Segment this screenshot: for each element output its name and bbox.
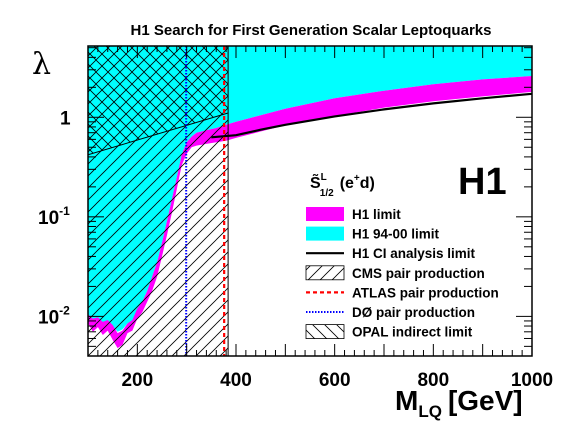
process-symbol: S̃ [310, 172, 321, 192]
legend-swatch [306, 207, 344, 221]
legend-swatch [305, 265, 345, 281]
x-tick-label: 800 [417, 370, 449, 391]
x-tick-label: 1000 [511, 370, 553, 391]
process-label: S̃L 1/2 (e+d) [310, 172, 375, 199]
legend: H1 limit H1 94-00 limit H1 CI analysis lim… [305, 207, 499, 340]
process-reaction: (e [340, 175, 354, 192]
legend-label: CMS pair production [352, 266, 485, 281]
legend-entry: H1 limit [306, 207, 401, 222]
legend-entry: OPAL indirect limit [305, 324, 473, 340]
y-tick-exp: -2 [59, 303, 70, 317]
x-tick-label: 400 [220, 370, 252, 391]
y-tick-label: 1 [60, 108, 71, 129]
y-tick-label: 10-1 [38, 204, 70, 229]
svg-text:MLQ[GeV]: MLQ [GeV] [395, 385, 523, 421]
x-axis-label-unit: [GeV] [448, 385, 523, 416]
legend-label: H1 limit [352, 207, 401, 222]
svg-text:S̃L1/2(e+d): S̃L 1/2 (e+d) [310, 172, 375, 199]
plot-area [88, 46, 532, 356]
legend-entry: H1 94-00 limit [306, 226, 440, 242]
legend-entry: ATLAS pair production [306, 285, 499, 300]
x-tick-label: 200 [121, 370, 153, 391]
process-sub: 1/2 [320, 188, 334, 199]
series-opal-indirect-limit-region [88, 46, 228, 155]
series-opal-indirect-limit-edge [88, 112, 228, 156]
process-reaction-sup: + [354, 173, 360, 184]
legend-label: DØ pair production [352, 305, 475, 320]
process-reaction-end: d) [360, 175, 375, 192]
experiment-badge: H1 [458, 161, 507, 203]
series-h1-ci-analysis-limit-line [211, 92, 532, 139]
y-axis: 10-210-11 [38, 47, 532, 357]
legend-swatch [306, 226, 344, 241]
chart-title: H1 Search for First Generation Scalar Le… [131, 22, 492, 39]
legend-label: H1 CI analysis limit [352, 246, 476, 261]
x-axis-label-sub: LQ [418, 402, 442, 421]
process-sup: L [321, 172, 327, 183]
y-tick-base: 10 [38, 208, 59, 229]
y-axis-label: λ [32, 47, 51, 82]
legend-entry: H1 CI analysis limit [306, 246, 476, 261]
legend-label: ATLAS pair production [352, 285, 499, 300]
legend-swatch [305, 324, 345, 340]
legend-label: H1 94-00 limit [352, 227, 440, 242]
y-tick-exp: -1 [59, 204, 70, 218]
y-tick-label: 10-2 [38, 303, 70, 328]
legend-entry: DØ pair production [306, 305, 475, 320]
x-axis: 200 400 600 800 1000 [87, 46, 553, 391]
legend-label: OPAL indirect limit [352, 325, 473, 340]
x-axis-label: MLQ [GeV] [395, 385, 523, 421]
plot-frame [87, 45, 533, 357]
x-axis-label-main: M [395, 385, 418, 416]
y-tick-base: 10 [38, 307, 59, 328]
x-tick-label: 600 [319, 370, 351, 391]
y-tick-base: 1 [60, 108, 71, 129]
legend-entry: CMS pair production [305, 265, 485, 281]
